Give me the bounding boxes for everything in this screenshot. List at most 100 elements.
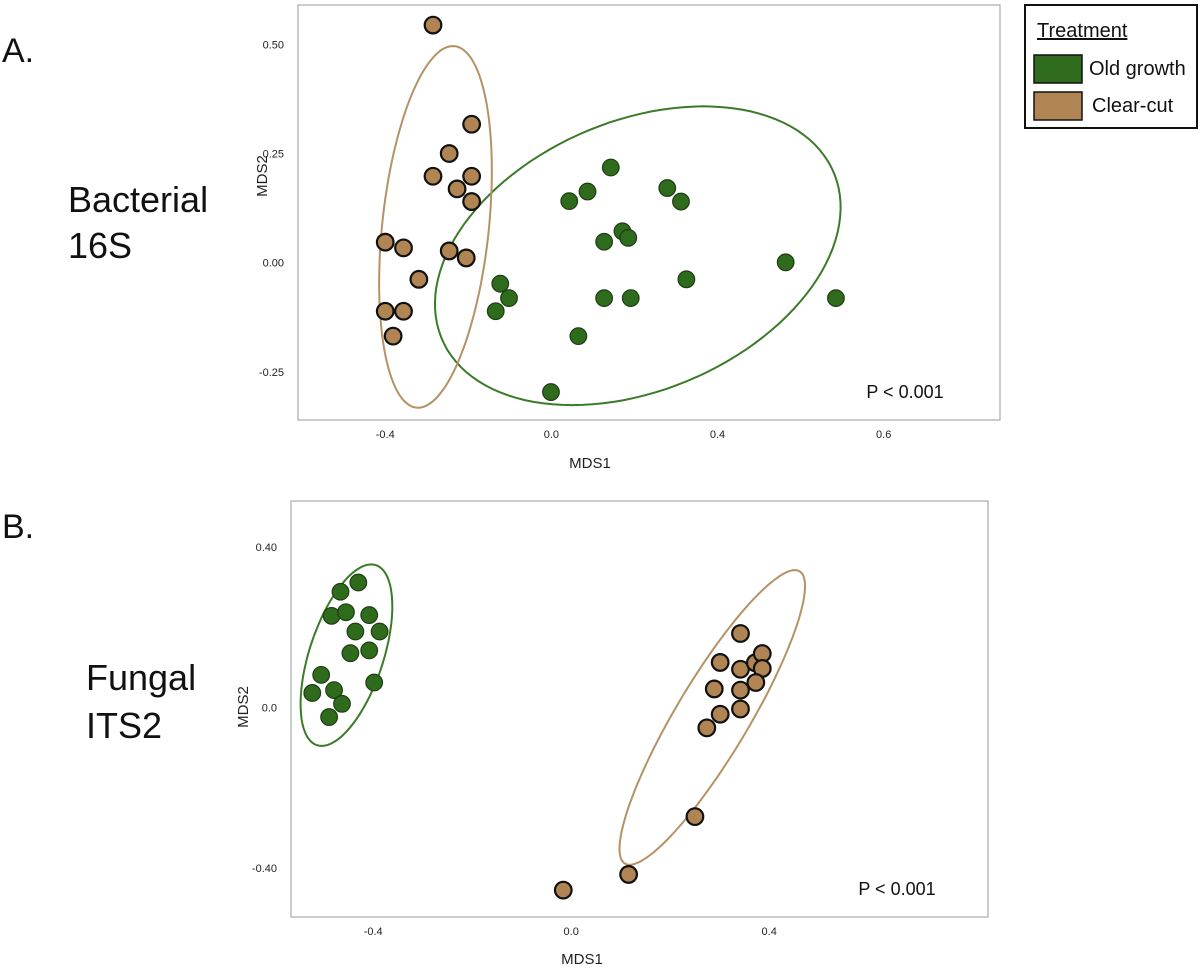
plot-b-y-tick-label: 0.0 <box>262 702 277 714</box>
plot-a-point-old-growth <box>677 270 696 289</box>
plot-a-point-old-growth <box>560 192 579 211</box>
legend-swatch-clear-cut <box>1033 91 1083 121</box>
plot-b-point-old-growth <box>346 622 365 641</box>
plot-a-x-tick-label: 0.6 <box>876 429 891 441</box>
plot-b-y-tick-label: -0.40 <box>252 863 277 875</box>
plot-a-point-old-growth <box>500 289 518 308</box>
plot-b-point-clear-cut <box>553 880 573 900</box>
plot-b-point-old-growth <box>333 694 351 713</box>
plot-a-point-old-growth <box>491 274 510 293</box>
plot-b-point-old-growth <box>331 582 350 601</box>
plot-a-p-value: P < 0.001 <box>866 382 943 402</box>
plot-b-x-tick-label: 0.0 <box>564 926 579 938</box>
plot-a-point-old-growth <box>595 289 614 308</box>
plot-a-point-clear-cut <box>439 144 459 163</box>
plot-b-point-old-growth <box>320 708 339 726</box>
plot-a-point-old-growth <box>658 179 677 197</box>
panel-a-name-line2: 16S <box>68 225 132 266</box>
plot-a-point-clear-cut <box>423 166 443 186</box>
plot-a-point-clear-cut <box>394 301 413 321</box>
plot-a-y-tick-label: 0.25 <box>263 149 284 161</box>
plot-a-point-clear-cut <box>375 232 395 252</box>
plot-b-ticks: -0.4 0.0 0.4 0.40 0.0 -0.40 <box>252 542 777 938</box>
plot-a-xlabel: MDS1 <box>569 455 611 472</box>
plot-b-point-old-growth <box>325 681 343 700</box>
plot-b-point-old-growth <box>365 673 384 692</box>
plot-a: -0.4 0.0 0.4 0.6 0.50 0.25 0.00 -0.25 MDS1 MDS2… <box>254 4 1001 472</box>
plot-a-x-tick-label: -0.4 <box>376 429 395 441</box>
plot-b-point-old-growth <box>303 684 322 702</box>
panel-b-name-line1: Fungal <box>86 657 196 698</box>
plot-b-x-tick-label: -0.4 <box>364 926 383 938</box>
panel-a-name-line1: Bacterial <box>68 179 208 220</box>
plot-a-point-old-growth <box>542 383 560 401</box>
plot-a-point-old-growth <box>621 289 640 308</box>
plot-a-ylabel: MDS2 <box>254 155 271 197</box>
plot-a-point-clear-cut <box>375 301 395 321</box>
plot-a-point-clear-cut <box>456 248 476 268</box>
plot-a-point-old-growth <box>619 228 638 247</box>
plot-a-y-tick-label: 0.00 <box>263 258 284 270</box>
plot-a-point-clear-cut <box>423 15 443 35</box>
plot-b-frame <box>290 500 989 918</box>
plot-a-point-clear-cut <box>383 326 403 346</box>
plot-a-x-tick-label: 0.4 <box>710 429 725 441</box>
plot-a-point-clear-cut <box>462 192 482 211</box>
plot-a-y-tick-label: 0.50 <box>263 39 284 51</box>
plot-b-point-old-growth <box>360 641 379 660</box>
plot-b-point-old-growth <box>341 644 360 663</box>
plot-a-point-clear-cut <box>439 241 459 261</box>
plot-a-point-old-growth <box>776 253 795 272</box>
plot-a-point-old-growth <box>672 192 690 211</box>
plot-a-point-old-growth <box>578 182 597 201</box>
legend-label-clear-cut: Clear-cut <box>1092 95 1174 117</box>
panel-b-letter: B. <box>2 508 34 546</box>
plot-a-point-clear-cut <box>409 269 429 289</box>
plot-b-point-old-growth <box>349 573 368 592</box>
plot-a-ticks: -0.4 0.0 0.4 0.6 0.50 0.25 0.00 -0.25 <box>259 39 891 441</box>
plot-b-x-tick-label: 0.4 <box>762 926 777 938</box>
plot-b-point-old-growth <box>370 622 389 641</box>
plot-b-point-old-growth <box>312 665 331 684</box>
plot-b-ellipse-clear-cut <box>618 569 807 866</box>
legend-swatch-old-growth <box>1033 54 1083 84</box>
plot-b-point-clear-cut <box>704 679 724 699</box>
plot-b: -0.4 0.0 0.4 0.40 0.0 -0.40 MDS1 MDS2 P < 0.0… <box>235 500 989 968</box>
plot-a-point-clear-cut <box>394 238 413 258</box>
plot-a-point-old-growth <box>595 232 614 251</box>
plot-b-xlabel: MDS1 <box>561 951 603 968</box>
panel-b-name-line2: ITS2 <box>86 705 162 746</box>
plot-b-marks <box>299 563 807 900</box>
panel-a-letter: A. <box>2 32 34 70</box>
plot-a-ellipse-clear-cut <box>378 45 493 409</box>
plot-a-point-clear-cut <box>462 166 482 186</box>
plot-b-ylabel: MDS2 <box>235 686 252 728</box>
plot-a-point-old-growth <box>569 327 588 346</box>
plot-b-point-clear-cut <box>731 680 750 700</box>
legend-title: Treatment <box>1037 20 1128 42</box>
plot-b-point-clear-cut <box>746 673 766 692</box>
plot-a-point-clear-cut <box>462 114 482 134</box>
plot-b-point-clear-cut <box>710 704 730 724</box>
plot-a-point-old-growth <box>827 289 845 308</box>
legend: Treatment Old growth Clear-cut <box>1024 4 1198 129</box>
legend-label-old-growth: Old growth <box>1089 58 1186 80</box>
plot-b-point-clear-cut <box>697 718 717 738</box>
plot-a-y-tick-label: -0.25 <box>259 367 284 379</box>
plot-b-point-clear-cut <box>731 699 750 719</box>
plot-a-frame <box>297 4 1001 421</box>
plot-a-point-clear-cut <box>447 179 467 199</box>
plot-a-point-old-growth <box>486 302 505 321</box>
plot-b-point-clear-cut <box>710 653 730 672</box>
plot-b-point-clear-cut <box>685 807 705 827</box>
plot-a-marks <box>375 15 845 409</box>
plot-a-point-old-growth <box>601 158 620 177</box>
plot-b-p-value: P < 0.001 <box>858 879 935 899</box>
plot-b-point-clear-cut <box>619 865 639 884</box>
plot-a-ellipse-old-growth <box>433 105 842 407</box>
plot-b-point-old-growth <box>337 603 355 622</box>
plot-b-point-clear-cut <box>731 624 750 643</box>
plot-b-y-tick-label: 0.40 <box>256 542 277 554</box>
plot-b-point-old-growth <box>360 606 379 624</box>
